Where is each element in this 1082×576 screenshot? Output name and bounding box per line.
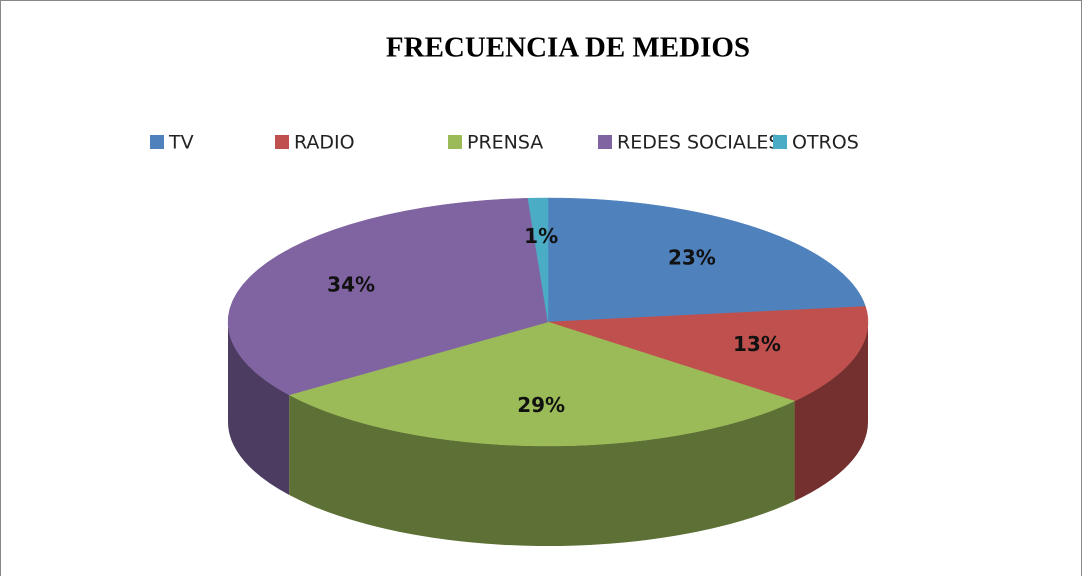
pie-side <box>794 322 868 502</box>
data-label: 23% <box>668 245 716 269</box>
data-label: 29% <box>517 393 565 417</box>
legend-swatch <box>275 135 289 149</box>
data-label: 34% <box>327 273 375 297</box>
pie-sides <box>228 322 868 546</box>
pie-side <box>289 394 795 546</box>
pie-slice <box>547 306 869 402</box>
legend-swatch <box>448 135 462 149</box>
legend-swatch <box>773 135 787 149</box>
pie-slice <box>527 197 549 323</box>
legend-label: RADIO <box>294 132 355 154</box>
legend-label: PRENSA <box>467 132 543 154</box>
data-labels: 23% 13% 29% 34% 1% <box>327 224 781 417</box>
chart-title: FRECUENCIA DE MEDIOS <box>386 32 750 64</box>
legend-label: OTROS <box>792 132 859 154</box>
data-label: 13% <box>733 332 781 356</box>
pie-slice <box>547 197 866 323</box>
data-label: 1% <box>524 224 558 248</box>
legend-swatch <box>150 135 164 149</box>
pie-tops <box>227 197 869 447</box>
pie-slice <box>288 321 796 447</box>
pie-slice <box>227 197 549 396</box>
legend-swatch <box>598 135 612 149</box>
legend: TV RADIO PRENSA REDES SOCIALES OTROS <box>150 132 859 154</box>
legend-label: REDES SOCIALES <box>617 132 780 154</box>
pie-side <box>228 322 290 495</box>
legend-label: TV <box>168 132 194 154</box>
